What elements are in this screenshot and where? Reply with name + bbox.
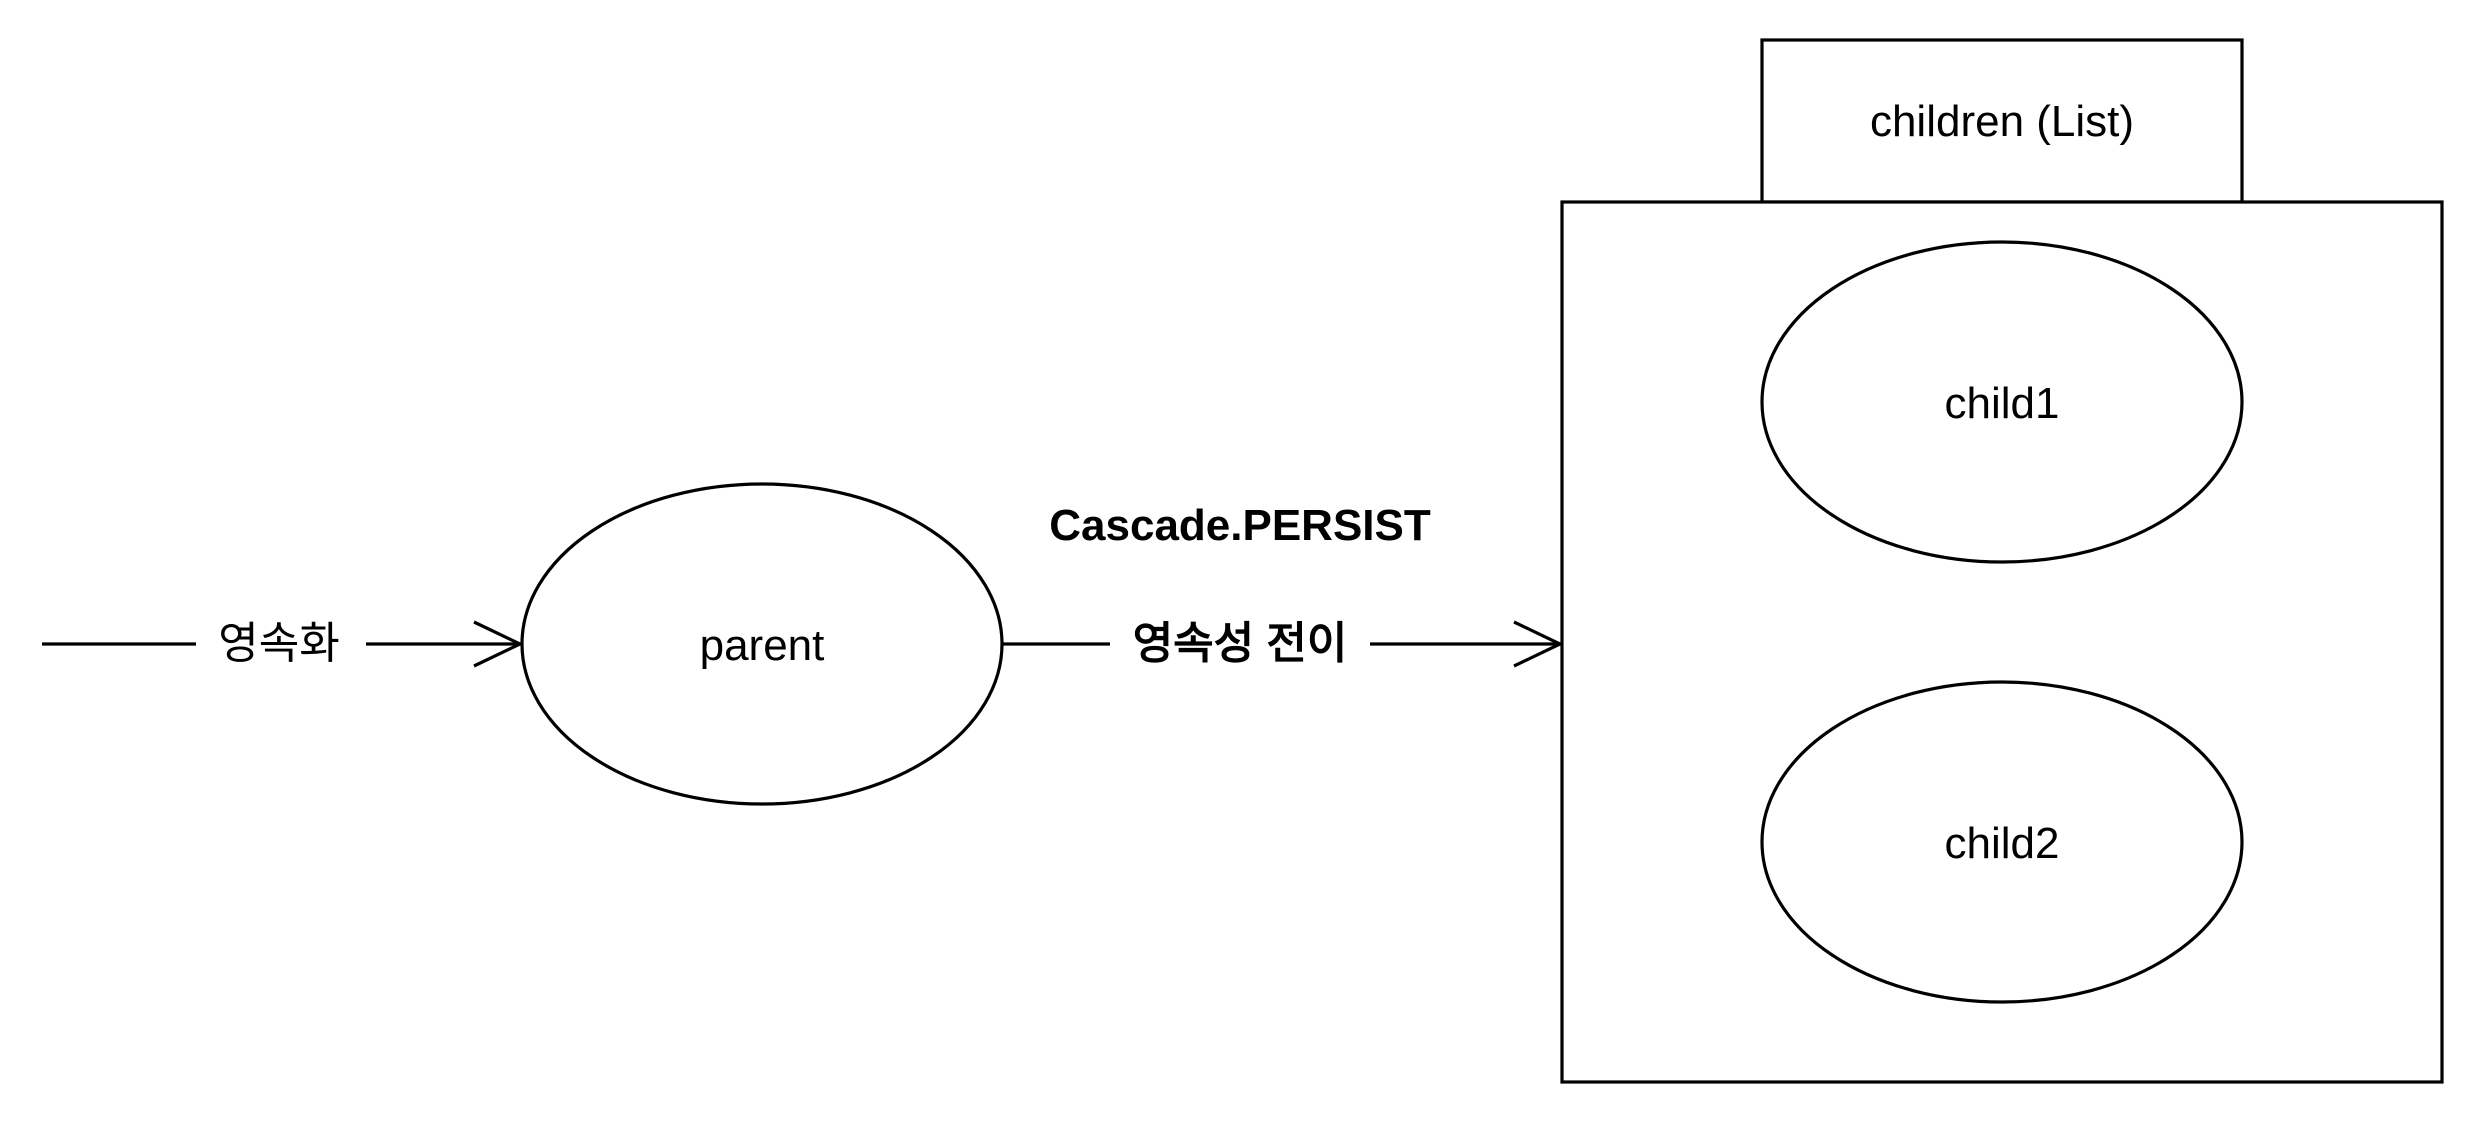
parent-label: parent — [700, 621, 825, 670]
cascade-edge: 영속성 전이 Cascade.PERSIST — [1002, 501, 1564, 678]
persist-label: 영속화 — [218, 619, 339, 668]
children-tab-label: children (List) — [1870, 97, 2134, 146]
child1-label: child1 — [1945, 379, 2060, 428]
child1-node[interactable]: child1 — [1760, 240, 2244, 564]
cascade-label: 영속성 전이 — [1133, 619, 1348, 668]
persist-edge: 영속화 — [42, 612, 524, 676]
child2-node[interactable]: child2 — [1760, 680, 2244, 1004]
cascade-title: Cascade.PERSIST — [1049, 501, 1431, 550]
cascade-arrowhead — [1513, 620, 1564, 668]
parent-node[interactable]: parent — [520, 482, 1004, 806]
children-tab — [1760, 38, 2244, 204]
child2-label: child2 — [1945, 819, 2060, 868]
persist-arrowhead — [473, 620, 524, 668]
